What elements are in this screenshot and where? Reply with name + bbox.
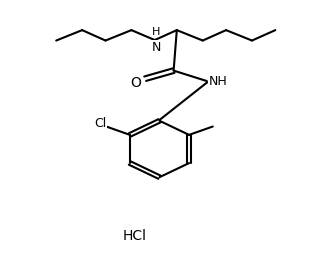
Text: O: O (130, 76, 141, 90)
Text: NH: NH (208, 74, 227, 88)
Text: Cl: Cl (94, 117, 107, 130)
Text: HCl: HCl (122, 229, 146, 243)
Text: H: H (152, 27, 160, 37)
Text: N: N (152, 41, 161, 54)
